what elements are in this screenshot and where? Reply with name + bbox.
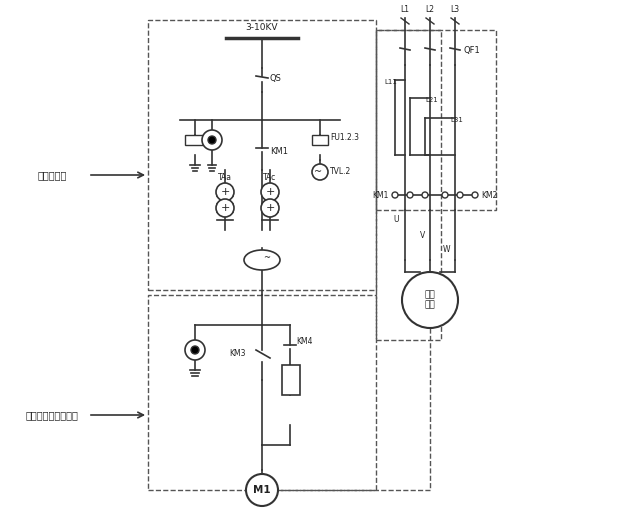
Text: V: V	[420, 231, 425, 240]
Circle shape	[457, 192, 463, 198]
Circle shape	[261, 183, 279, 201]
Bar	[148, 295, 376, 490]
Text: KM2: KM2	[481, 191, 497, 200]
Text: KM4: KM4	[296, 337, 312, 346]
Circle shape	[185, 340, 205, 360]
Text: +: +	[265, 203, 274, 213]
Text: ~: ~	[314, 167, 322, 177]
Text: FU1.2.3: FU1.2.3	[330, 134, 359, 143]
Text: 传动
电机: 传动 电机	[425, 290, 435, 310]
Circle shape	[402, 272, 458, 328]
Circle shape	[422, 192, 428, 198]
Text: KM3: KM3	[230, 350, 246, 359]
Text: L11: L11	[384, 79, 397, 85]
Text: W: W	[443, 246, 450, 254]
Circle shape	[312, 164, 328, 180]
Text: TVL.2: TVL.2	[330, 167, 351, 176]
Bar	[148, 20, 376, 290]
Circle shape	[392, 192, 398, 198]
Circle shape	[407, 192, 413, 198]
Bar	[376, 30, 441, 340]
Text: KM1: KM1	[373, 191, 389, 200]
Bar	[312, 135, 328, 145]
Text: L31: L31	[450, 117, 463, 123]
Circle shape	[202, 130, 222, 150]
Text: +: +	[265, 187, 274, 197]
Text: 笼型电机液阻起动柜: 笼型电机液阻起动柜	[25, 410, 78, 420]
Circle shape	[216, 183, 234, 201]
Text: ~: ~	[263, 253, 271, 262]
Text: M1: M1	[253, 485, 271, 495]
Bar	[376, 30, 496, 210]
Text: 高压开关柜: 高压开关柜	[37, 170, 66, 180]
Circle shape	[472, 192, 478, 198]
Text: L2: L2	[425, 5, 435, 14]
Text: QS: QS	[270, 73, 282, 82]
Text: 3-10KV: 3-10KV	[246, 24, 278, 33]
Text: L3: L3	[450, 5, 460, 14]
Ellipse shape	[244, 250, 280, 270]
Circle shape	[246, 474, 278, 506]
Text: L1: L1	[401, 5, 409, 14]
Text: +: +	[220, 187, 230, 197]
Text: L21: L21	[425, 97, 438, 103]
Circle shape	[191, 346, 199, 354]
Text: U: U	[394, 215, 399, 224]
Text: +: +	[220, 203, 230, 213]
Text: QF1: QF1	[463, 45, 480, 54]
Bar	[185, 135, 203, 145]
Text: TAa: TAa	[218, 174, 232, 183]
Circle shape	[442, 192, 448, 198]
Circle shape	[216, 199, 234, 217]
Circle shape	[208, 136, 216, 144]
Text: TAc: TAc	[263, 174, 276, 183]
Circle shape	[261, 199, 279, 217]
Text: KM1: KM1	[270, 147, 288, 156]
Bar	[282, 365, 300, 395]
